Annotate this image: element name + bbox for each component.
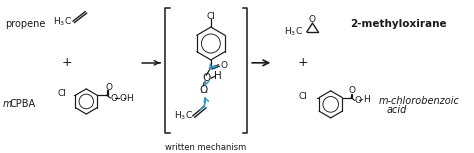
Text: written mechanism: written mechanism (165, 143, 246, 152)
Text: H$_3$C: H$_3$C (284, 26, 303, 38)
Text: CPBA: CPBA (9, 99, 36, 109)
Text: O: O (355, 96, 362, 105)
Text: O: O (119, 94, 126, 103)
Text: O: O (348, 86, 356, 95)
Text: H: H (126, 94, 133, 103)
Text: propene: propene (5, 19, 45, 29)
Text: H: H (364, 95, 370, 104)
Text: O: O (309, 15, 316, 24)
Text: 2-methyloxirane: 2-methyloxirane (350, 19, 447, 29)
Text: H$_3$C: H$_3$C (53, 15, 72, 28)
Text: acid: acid (386, 105, 407, 115)
Text: Cl: Cl (207, 12, 215, 21)
Text: m: m (3, 99, 12, 109)
Text: Cl: Cl (299, 92, 308, 101)
Text: +: + (298, 56, 308, 69)
Text: O: O (202, 73, 210, 83)
Text: O: O (110, 94, 118, 103)
Text: H$_3$C: H$_3$C (174, 110, 192, 122)
Text: +: + (62, 56, 73, 69)
Text: O: O (220, 61, 228, 70)
Text: H: H (214, 71, 221, 81)
Text: ·: · (200, 88, 203, 98)
Text: O: O (199, 85, 207, 95)
Text: O: O (105, 83, 112, 92)
Text: Cl: Cl (57, 89, 66, 98)
Text: ·: · (205, 88, 209, 98)
Text: m-chlorobenzoic: m-chlorobenzoic (379, 96, 459, 106)
